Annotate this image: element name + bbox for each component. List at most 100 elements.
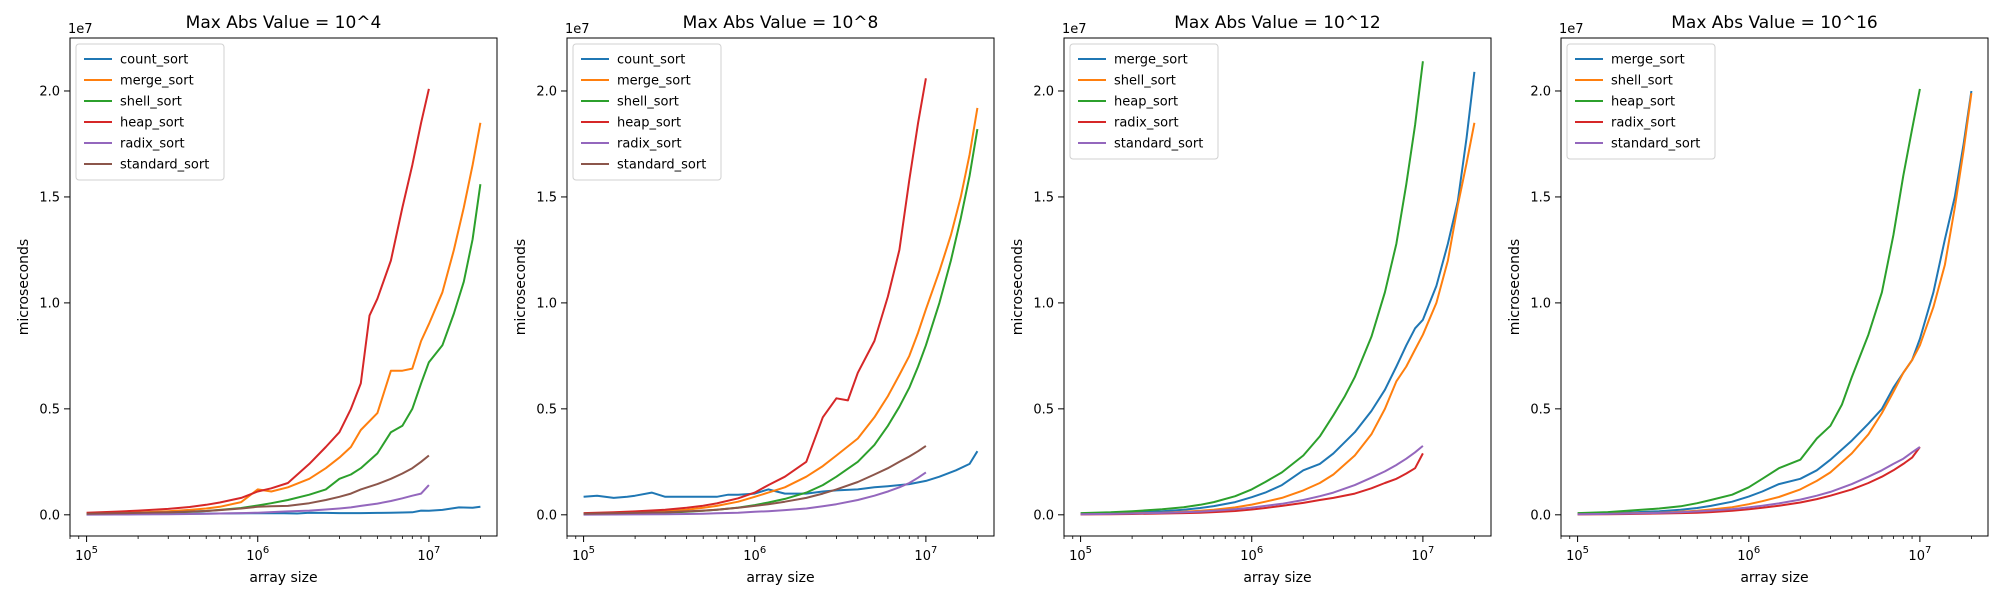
y-tick-label: 0.0	[1530, 508, 1551, 523]
legend-box	[572, 43, 722, 181]
y-axis-label: microseconds	[16, 239, 32, 335]
x-tick-label: 105	[572, 545, 595, 564]
legend-label: shell_sort	[120, 95, 182, 110]
y-scale-offset: 1e7	[68, 22, 93, 37]
series-line-standard_sort	[583, 445, 927, 515]
series-line-shell_sort	[1080, 122, 1476, 516]
series-line-count_sort	[583, 450, 979, 499]
y-tick-label: 0.0	[1033, 508, 1054, 523]
legend-label: standard_sort	[617, 158, 706, 173]
legend-label: shell_sort	[1611, 74, 1673, 89]
legend-label: radix_sort	[120, 137, 185, 152]
y-scale-offset: 1e7	[1559, 22, 1584, 37]
x-axis-label: array size	[1243, 570, 1311, 586]
chart-panel-3: 105 106 107 0.0 0.5 1.0 1.5 2.0 1e7 Max Abs Value…	[1010, 13, 1492, 586]
chart-title: Max Abs Value = 10^12	[1174, 13, 1380, 33]
legend-label: standard_sort	[1114, 137, 1203, 152]
y-tick-label: 0.5	[39, 402, 60, 417]
series-line-radix_sort	[583, 471, 927, 516]
y-axis-label: microseconds	[1507, 239, 1523, 335]
series-line-heap_sort	[583, 78, 927, 515]
legend-label: merge_sort	[617, 74, 691, 89]
x-tick-label: 107	[914, 545, 937, 564]
legend-box	[1566, 43, 1716, 160]
x-axis-label: array size	[1740, 570, 1808, 586]
legend-label: standard_sort	[1611, 137, 1700, 152]
x-axis-label: array size	[746, 570, 814, 586]
series-line-merge_sort	[86, 122, 482, 515]
legend-label: merge_sort	[120, 74, 194, 89]
legend-label: heap_sort	[1114, 95, 1178, 110]
y-tick-label: 0.0	[536, 508, 557, 523]
legend-label: count_sort	[617, 53, 685, 68]
legend-label: heap_sort	[120, 116, 184, 131]
y-tick-label: 1.0	[39, 296, 60, 311]
y-tick-label: 2.0	[536, 84, 557, 99]
series-line-shell_sort	[86, 184, 482, 516]
legend: count_sort merge_sort shell_sort heap_sortr…	[75, 43, 225, 181]
y-tick-label: 0.5	[1530, 402, 1551, 417]
y-tick-label: 2.0	[1530, 84, 1551, 99]
y-axis-label: microseconds	[513, 239, 529, 335]
chart-panel-1: 105 106 107 0.0 0.5 1.0 1.5 2.0 1e7 Max Abs Value…	[16, 13, 498, 586]
y-tick-label: 2.0	[1033, 84, 1054, 99]
x-tick-label: 105	[1069, 545, 1092, 564]
x-tick-label: 105	[75, 545, 98, 564]
x-tick-label: 106	[1240, 545, 1263, 564]
x-tick-label: 106	[246, 545, 269, 564]
axes-frame	[566, 37, 995, 537]
chart-panel-2: 105 106 107 0.0 0.5 1.0 1.5 2.0 1e7 Max Abs Value…	[513, 13, 995, 586]
legend-label: radix_sort	[1114, 116, 1179, 131]
y-tick-label: 1.0	[1033, 296, 1054, 311]
series-line-heap_sort	[1577, 88, 1921, 515]
y-scale-offset: 1e7	[565, 22, 590, 37]
series-line-merge_sort	[583, 107, 979, 515]
x-tick-label: 105	[1566, 545, 1589, 564]
series-line-heap_sort	[86, 88, 430, 514]
series-line-merge_sort	[1080, 71, 1476, 515]
legend-label: radix_sort	[617, 137, 682, 152]
legend: merge_sort shell_sort heap_sort radix_sorts…	[1069, 43, 1219, 160]
chart-title: Max Abs Value = 10^4	[186, 13, 382, 33]
y-axis-label: microseconds	[1010, 239, 1026, 335]
x-tick-label: 106	[743, 545, 766, 564]
axes-frame	[1560, 37, 1989, 537]
x-tick-label: 107	[1908, 545, 1931, 564]
y-tick-label: 1.5	[536, 190, 557, 205]
legend-label: radix_sort	[1611, 116, 1676, 131]
legend: merge_sort shell_sort heap_sort radix_sorts…	[1566, 43, 1716, 160]
legend-label: shell_sort	[617, 95, 679, 110]
x-axis-label: array size	[249, 570, 317, 586]
y-tick-label: 0.5	[1033, 402, 1054, 417]
y-tick-label: 1.5	[39, 190, 60, 205]
x-tick-label: 107	[417, 545, 440, 564]
y-scale-offset: 1e7	[1062, 22, 1087, 37]
y-tick-label: 0.5	[536, 402, 557, 417]
series-line-shell_sort	[583, 128, 979, 516]
y-tick-label: 1.5	[1033, 190, 1054, 205]
legend-box	[75, 43, 225, 181]
legend-label: merge_sort	[1611, 53, 1685, 68]
y-tick-label: 1.5	[1530, 190, 1551, 205]
y-tick-label: 2.0	[39, 84, 60, 99]
series-line-standard_sort	[86, 454, 430, 515]
y-tick-label: 1.0	[1530, 296, 1551, 311]
legend-label: count_sort	[120, 53, 188, 68]
chart-panel-4: 105 106 107 0.0 0.5 1.0 1.5 2.0 1e7 Max Abs Value…	[1507, 13, 1989, 586]
chart-title: Max Abs Value = 10^16	[1671, 13, 1877, 33]
series-line-standard_sort	[1080, 445, 1424, 516]
legend-label: heap_sort	[1611, 95, 1675, 110]
y-tick-label: 0.0	[39, 508, 60, 523]
chart-title: Max Abs Value = 10^8	[683, 13, 879, 33]
legend-label: heap_sort	[617, 116, 681, 131]
axes-frame	[69, 37, 498, 537]
series-line-merge_sort	[1577, 90, 1973, 515]
legend-label: standard_sort	[120, 158, 209, 173]
legend-label: shell_sort	[1114, 74, 1176, 89]
series-line-heap_sort	[1080, 61, 1424, 515]
legend-label: merge_sort	[1114, 53, 1188, 68]
x-tick-label: 107	[1411, 545, 1434, 564]
x-tick-label: 106	[1737, 545, 1760, 564]
series-line-radix_sort	[86, 484, 430, 516]
axes-frame	[1063, 37, 1492, 537]
